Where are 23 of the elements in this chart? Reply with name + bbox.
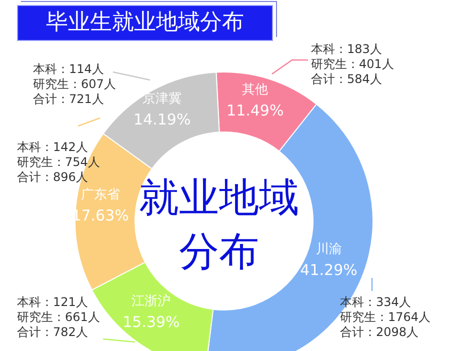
data-label: 11.49% <box>226 102 284 120</box>
text: 研究生：661人 <box>17 310 100 325</box>
data-label: 17.63% <box>72 206 129 224</box>
text: 合计：782人 <box>17 325 89 340</box>
text: 本科：183人 <box>311 42 383 57</box>
text: 本科：114人 <box>33 62 105 77</box>
data-label: 15.39% <box>122 312 180 331</box>
text: 研究生：401人 <box>311 57 394 72</box>
slice-label: 川渝 <box>316 242 342 257</box>
text: 本科：121人 <box>17 295 89 310</box>
data-label: 41.29% <box>300 260 358 279</box>
text: 合计：584人 <box>311 72 383 87</box>
text: 就业地域分布 <box>138 174 300 277</box>
text: 合计：2098人 <box>340 325 420 340</box>
text: 本科：142人 <box>17 140 89 155</box>
slice-label: 江浙沪 <box>132 292 171 309</box>
text: 合计：721人 <box>33 92 105 107</box>
chart-title: 毕业生就业地域分布 <box>17 5 273 41</box>
slice-label: 广东省 <box>80 187 120 202</box>
text: 研究生：607人 <box>33 77 116 92</box>
text: 研究生：754人 <box>17 155 100 170</box>
text: 研究生：1764人 <box>340 310 431 325</box>
slice-label: 其他 <box>242 82 268 98</box>
